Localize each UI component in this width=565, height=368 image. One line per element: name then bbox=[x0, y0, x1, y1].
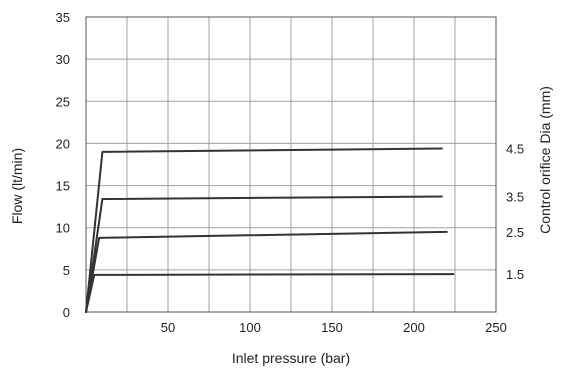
plot-frame bbox=[85, 16, 497, 313]
y-tick-label: 5 bbox=[63, 263, 70, 278]
series-layer bbox=[85, 147, 455, 313]
orifice-diameter-labels: 4.5 3.5 2.5 1.5 bbox=[506, 141, 524, 282]
x-tick-label: 150 bbox=[321, 320, 343, 335]
y2-axis-title: Control orifice Dia (mm) bbox=[537, 86, 553, 234]
x-axis-title: Inlet pressure (bar) bbox=[232, 350, 350, 366]
series-line bbox=[85, 147, 443, 313]
x-tick-label: 50 bbox=[161, 320, 175, 335]
orifice-diameter-label: 3.5 bbox=[506, 190, 524, 205]
series-line bbox=[85, 230, 448, 313]
orifice-diameter-label: 1.5 bbox=[506, 267, 524, 282]
y-tick-label: 10 bbox=[56, 221, 70, 236]
y-tick-label: 35 bbox=[56, 10, 70, 25]
orifice-diameter-label: 2.5 bbox=[506, 225, 524, 240]
x-tick-label: 100 bbox=[239, 320, 261, 335]
y-axis-title: Flow (lt/min) bbox=[9, 148, 25, 224]
y-tick-label: 0 bbox=[63, 305, 70, 320]
y-tick-label: 20 bbox=[56, 136, 70, 151]
x-tick-label: 200 bbox=[403, 320, 425, 335]
y-tick-label: 25 bbox=[56, 94, 70, 109]
orifice-diameter-label: 4.5 bbox=[506, 141, 524, 156]
x-tick-label: 250 bbox=[485, 320, 507, 335]
y-tick-labels: 0 5 10 15 20 25 30 35 bbox=[56, 10, 70, 320]
y-tick-label: 30 bbox=[56, 52, 70, 67]
x-tick-labels: 50 100 150 200 250 bbox=[161, 320, 507, 335]
series-line bbox=[85, 195, 443, 313]
y-tick-label: 15 bbox=[56, 179, 70, 194]
series-line bbox=[85, 273, 455, 313]
grid bbox=[86, 17, 496, 312]
